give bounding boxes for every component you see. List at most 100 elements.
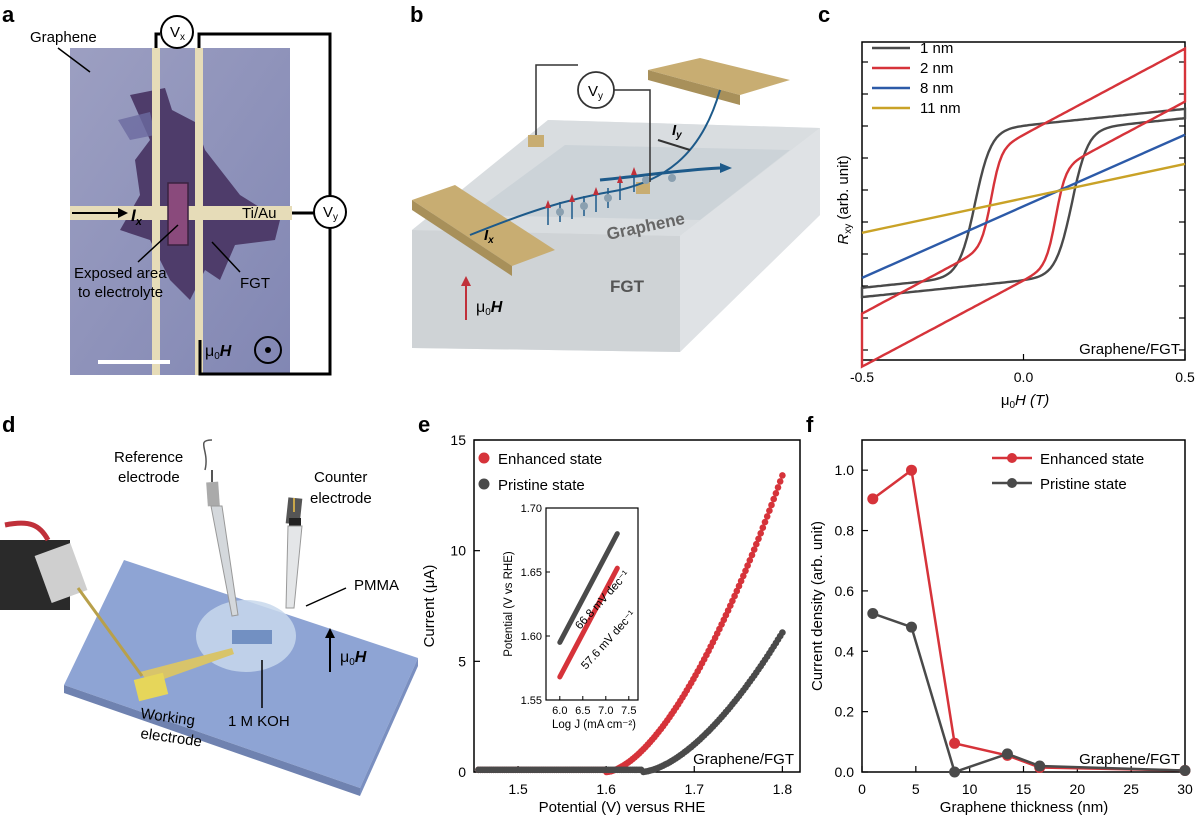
chart-c-legend-label: 1 nm bbox=[920, 40, 953, 57]
ix-label-b: Ix bbox=[484, 227, 494, 246]
chart-c-legend-label: 2 nm bbox=[920, 60, 953, 77]
chart-e-ylabel: Current (μA) bbox=[421, 565, 438, 648]
chart-f-xtick-label: 10 bbox=[962, 781, 978, 797]
chart-f-xtick-label: 5 bbox=[912, 781, 920, 797]
panel-f-letter: f bbox=[806, 412, 814, 437]
chart-f-point bbox=[949, 766, 961, 778]
voltmeter-vy-icon bbox=[313, 195, 347, 229]
chart-f-ytick-label: 0.0 bbox=[835, 764, 855, 780]
chart-e-inset-ylabel: Potential (V vs RHE) bbox=[503, 551, 515, 657]
chart-c: -0.5 0.0 0.5 1 nm 2 nm 8 nm 11 nm Graphene/FGT R… bbox=[835, 40, 1195, 411]
chart-e-point bbox=[772, 490, 780, 497]
field-label-d: μ0H bbox=[340, 649, 367, 668]
chart-e-inset-xlabel: Log J (mA cm⁻²) bbox=[552, 719, 636, 731]
chart-f-xtick-label: 25 bbox=[1123, 781, 1139, 797]
chart-e-inset-ytick-label: 1.60 bbox=[521, 631, 542, 643]
chart-f-xtick-label: 20 bbox=[1070, 781, 1086, 797]
panel-a-micrograph bbox=[70, 48, 292, 375]
reference-label-1: Reference bbox=[114, 449, 183, 466]
chart-e-inset-xtick-label: 7.5 bbox=[621, 705, 636, 717]
chart-e-point bbox=[779, 472, 786, 479]
chart-f-annotation: Graphene/FGT bbox=[1079, 751, 1180, 768]
vx-label: Vx bbox=[170, 24, 185, 43]
chart-f-point bbox=[867, 608, 879, 619]
panel-e-letter: e bbox=[418, 412, 430, 437]
chart-f-legend-label: Pristine state bbox=[1040, 476, 1127, 493]
counter-label-1: Counter bbox=[314, 469, 367, 486]
chart-f-point bbox=[906, 464, 917, 476]
chart-e-legend-label: Pristine state bbox=[498, 477, 585, 494]
ix-label-a: Ix bbox=[131, 206, 143, 228]
field-out-of-plane-icon bbox=[254, 336, 282, 364]
chart-c-legend-label: 11 nm bbox=[920, 100, 961, 117]
chart-e-xlabel: Potential (V) versus RHE bbox=[539, 799, 706, 816]
fgt-label-b: FGT bbox=[610, 277, 645, 296]
chart-f-xtick-label: 0 bbox=[858, 781, 866, 797]
pmma-label: PMMA bbox=[354, 577, 399, 594]
chart-e-point bbox=[776, 478, 784, 485]
chart-e-point bbox=[731, 592, 738, 600]
chart-e-ytick-label: 15 bbox=[450, 432, 466, 448]
chart-e-point bbox=[740, 572, 747, 580]
vy-label-a: Vy bbox=[323, 204, 338, 223]
chart-e-inset-ytick-label: 1.65 bbox=[521, 567, 542, 579]
panel-b-device bbox=[412, 58, 820, 352]
chart-f-ytick-label: 1.0 bbox=[835, 462, 855, 478]
chart-e-legend-marker bbox=[478, 478, 490, 490]
chart-e-point bbox=[733, 587, 741, 595]
chart-e-inset-ytick-label: 1.55 bbox=[521, 695, 542, 707]
chart-e-point bbox=[750, 546, 758, 553]
iy-arrow-icon bbox=[657, 139, 691, 151]
chart-e-ytick-label: 5 bbox=[458, 653, 466, 669]
chart-c-xlabel: μ0H (T) bbox=[1001, 392, 1049, 411]
chart-e-xtick-label: 1.5 bbox=[508, 781, 528, 797]
chart-e-point bbox=[763, 513, 771, 520]
chart-f-point bbox=[906, 621, 917, 633]
chart-e-point bbox=[746, 557, 754, 564]
chart-f-frame bbox=[861, 439, 1186, 773]
exposed-label-2: to electrolyte bbox=[78, 284, 163, 301]
chart-c-xtick-label: -0.5 bbox=[850, 369, 874, 385]
chart-e-point bbox=[779, 629, 786, 636]
chart-f-ytick-label: 0.4 bbox=[835, 643, 855, 659]
chart-c-xtick-label: 0.5 bbox=[1175, 369, 1195, 385]
chart-f-legend-label: Enhanced state bbox=[1040, 451, 1144, 468]
chart-e-point bbox=[742, 567, 749, 575]
fgt-label-a: FGT bbox=[240, 275, 270, 292]
chart-f-point bbox=[1001, 748, 1013, 760]
chart-e-ytick-label: 10 bbox=[450, 543, 466, 559]
chart-e-inset-xtick-label: 7.0 bbox=[598, 705, 613, 717]
chart-c-legend-label: 8 nm bbox=[920, 80, 953, 97]
chart-e: 1.5 1.6 1.7 1.8 0 5 10 15 Enhanced state Pristine… bbox=[421, 432, 801, 816]
chart-e-point bbox=[770, 495, 777, 503]
panel-c-letter: c bbox=[818, 2, 830, 27]
chart-e-inset-ytick-label: 1.70 bbox=[521, 503, 542, 515]
chart-c-series-4 bbox=[861, 162, 1186, 234]
chart-e-point bbox=[744, 562, 751, 569]
chart-e-point bbox=[735, 582, 743, 590]
chart-f-legend-marker bbox=[1007, 453, 1017, 463]
chart-e-point bbox=[761, 518, 769, 526]
chart-e-point bbox=[753, 540, 760, 548]
chart-f-point bbox=[867, 493, 879, 505]
chart-f-series-line-2 bbox=[872, 612, 1186, 774]
chart-e-point bbox=[768, 501, 775, 509]
chart-f-xtick-label: 30 bbox=[1177, 781, 1193, 797]
chart-f-ytick-label: 0.6 bbox=[835, 583, 855, 599]
panel-a-letter: a bbox=[2, 2, 15, 27]
chart-e-point bbox=[737, 577, 745, 585]
tiau-label: Ti/Au bbox=[242, 205, 276, 222]
field-label-a: μ0H bbox=[205, 343, 232, 362]
chart-f-xlabel: Graphene thickness (nm) bbox=[940, 799, 1108, 816]
chart-c-series-2 bbox=[860, 46, 1187, 369]
chart-e-inset-series-2 bbox=[557, 565, 620, 680]
chart-f-point bbox=[1034, 760, 1046, 772]
panel-a-circuit bbox=[154, 32, 332, 376]
chart-f-point bbox=[1179, 765, 1191, 776]
chart-e-inset-series-1 bbox=[557, 531, 620, 645]
graphene-label-a: Graphene bbox=[30, 29, 97, 46]
reference-label-2: electrode bbox=[118, 469, 180, 486]
chart-e-point bbox=[755, 535, 762, 543]
chart-c-xtick-label: 0.0 bbox=[1014, 369, 1034, 385]
